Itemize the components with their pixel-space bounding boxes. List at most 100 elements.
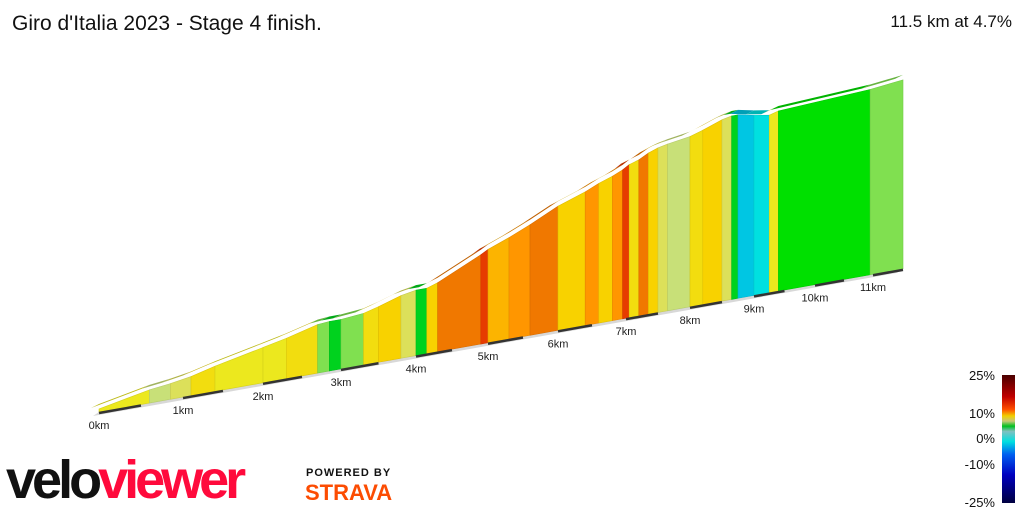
km-tick-bar bbox=[340, 362, 379, 372]
segment-top-face bbox=[862, 74, 903, 89]
gradient-color-bar bbox=[1002, 375, 1015, 503]
segment-top-face bbox=[393, 285, 416, 295]
profile-segment bbox=[584, 182, 600, 326]
segment-top-face bbox=[550, 186, 586, 206]
segment-top-face bbox=[278, 319, 318, 338]
profile-segment bbox=[753, 114, 770, 296]
profile-segment bbox=[869, 79, 904, 276]
page-title: Giro d'Italia 2023 - Stage 4 finish. bbox=[12, 12, 322, 35]
segment-top-face bbox=[480, 232, 509, 249]
x-tick-label: 6km bbox=[548, 338, 569, 350]
profile-segment bbox=[426, 282, 438, 355]
profile-segment bbox=[190, 365, 216, 396]
segment-top-face bbox=[141, 378, 171, 389]
profile-segment bbox=[400, 289, 417, 359]
profile-segment bbox=[768, 110, 779, 294]
segment-top-face bbox=[91, 384, 150, 408]
segment-top-face bbox=[659, 131, 690, 144]
profile-segment bbox=[363, 306, 379, 366]
segment-top-face bbox=[255, 333, 287, 347]
segment-top-face bbox=[408, 283, 427, 290]
segment-top-face bbox=[730, 109, 754, 115]
profile-segment bbox=[628, 159, 640, 318]
legend-label: 0% bbox=[976, 431, 995, 446]
segment-top-face bbox=[355, 301, 379, 313]
profile-segment bbox=[149, 383, 171, 404]
x-tick-label: 0km bbox=[89, 420, 110, 432]
x-tick-label: 9km bbox=[744, 303, 765, 315]
legend-label: -10% bbox=[964, 457, 995, 472]
km-tick-bar bbox=[415, 348, 453, 358]
segment-top-face bbox=[472, 244, 488, 254]
km-tick-bar bbox=[689, 300, 723, 310]
legend-label: 10% bbox=[968, 406, 995, 421]
km-tick-bar bbox=[487, 336, 524, 345]
segment-top-face bbox=[309, 316, 330, 324]
profile-segment bbox=[598, 175, 613, 324]
profile-segment bbox=[702, 119, 723, 305]
segment-top-face bbox=[714, 110, 732, 119]
profile-segment bbox=[721, 115, 732, 302]
segment-top-face bbox=[770, 84, 871, 111]
km-tick-bar bbox=[262, 375, 303, 386]
x-tick-label: 10km bbox=[802, 293, 829, 305]
profile-segment bbox=[437, 254, 482, 353]
profile-segment bbox=[378, 295, 402, 363]
profile-segment bbox=[731, 114, 739, 300]
profile-segment bbox=[286, 324, 318, 380]
profile-segment bbox=[667, 136, 691, 312]
legend-label: 25% bbox=[968, 368, 995, 383]
x-tick-label: 11km bbox=[860, 282, 886, 294]
segment-top-face bbox=[207, 342, 263, 366]
km-tick-bar bbox=[814, 279, 845, 287]
profile-segment bbox=[529, 205, 559, 336]
strava-logo: STRAVA bbox=[305, 480, 393, 505]
profile-segment bbox=[415, 287, 428, 356]
segment-top-face bbox=[590, 171, 613, 183]
segment-top-face bbox=[501, 219, 530, 237]
segment-top-face bbox=[761, 106, 779, 115]
segment-top-face bbox=[418, 277, 438, 288]
segment-top-face bbox=[162, 371, 191, 383]
profile-segment bbox=[557, 191, 586, 331]
profile-segment bbox=[508, 224, 531, 340]
profile-segment bbox=[638, 152, 649, 317]
km-tick-bar bbox=[753, 289, 785, 298]
profile-segment bbox=[689, 129, 704, 308]
km-tick-bar bbox=[872, 268, 904, 277]
segment-top-face bbox=[604, 164, 623, 176]
segment-top-face bbox=[614, 159, 630, 169]
segment-top-face bbox=[577, 178, 599, 191]
segment-top-face bbox=[370, 290, 401, 306]
x-tick-label: 3km bbox=[331, 377, 352, 389]
segment-top-face bbox=[694, 114, 722, 130]
profile-segment bbox=[487, 237, 510, 344]
profile-segment bbox=[612, 169, 623, 321]
profile-segment bbox=[262, 337, 287, 384]
segment-top-face bbox=[321, 314, 341, 321]
segment-top-face bbox=[333, 308, 364, 319]
x-tick-label: 2km bbox=[253, 391, 274, 403]
segment-top-face bbox=[183, 361, 215, 376]
legend-label: -25% bbox=[964, 495, 995, 510]
profile-segment bbox=[737, 114, 755, 299]
profile-segment bbox=[340, 312, 364, 370]
segment-top-face bbox=[630, 148, 649, 159]
profile-segment bbox=[328, 319, 342, 372]
km-tick-bar bbox=[557, 324, 593, 333]
segment-top-face bbox=[650, 139, 668, 147]
profile-segment bbox=[622, 164, 630, 320]
profile-segment bbox=[480, 248, 489, 345]
profile-segment bbox=[778, 89, 871, 292]
segment-top-face bbox=[429, 249, 481, 282]
x-tick-label: 8km bbox=[680, 315, 701, 327]
segment-top-face bbox=[746, 110, 770, 115]
profile-segment bbox=[317, 321, 330, 374]
segment-top-face bbox=[723, 109, 738, 115]
profile-segment bbox=[170, 376, 192, 400]
profile-segment bbox=[657, 143, 668, 313]
climb-summary: 11.5 km at 4.7% bbox=[890, 12, 1012, 31]
veloviewer-logo: veloviewer bbox=[6, 450, 246, 510]
x-tick-label: 4km bbox=[406, 364, 427, 376]
